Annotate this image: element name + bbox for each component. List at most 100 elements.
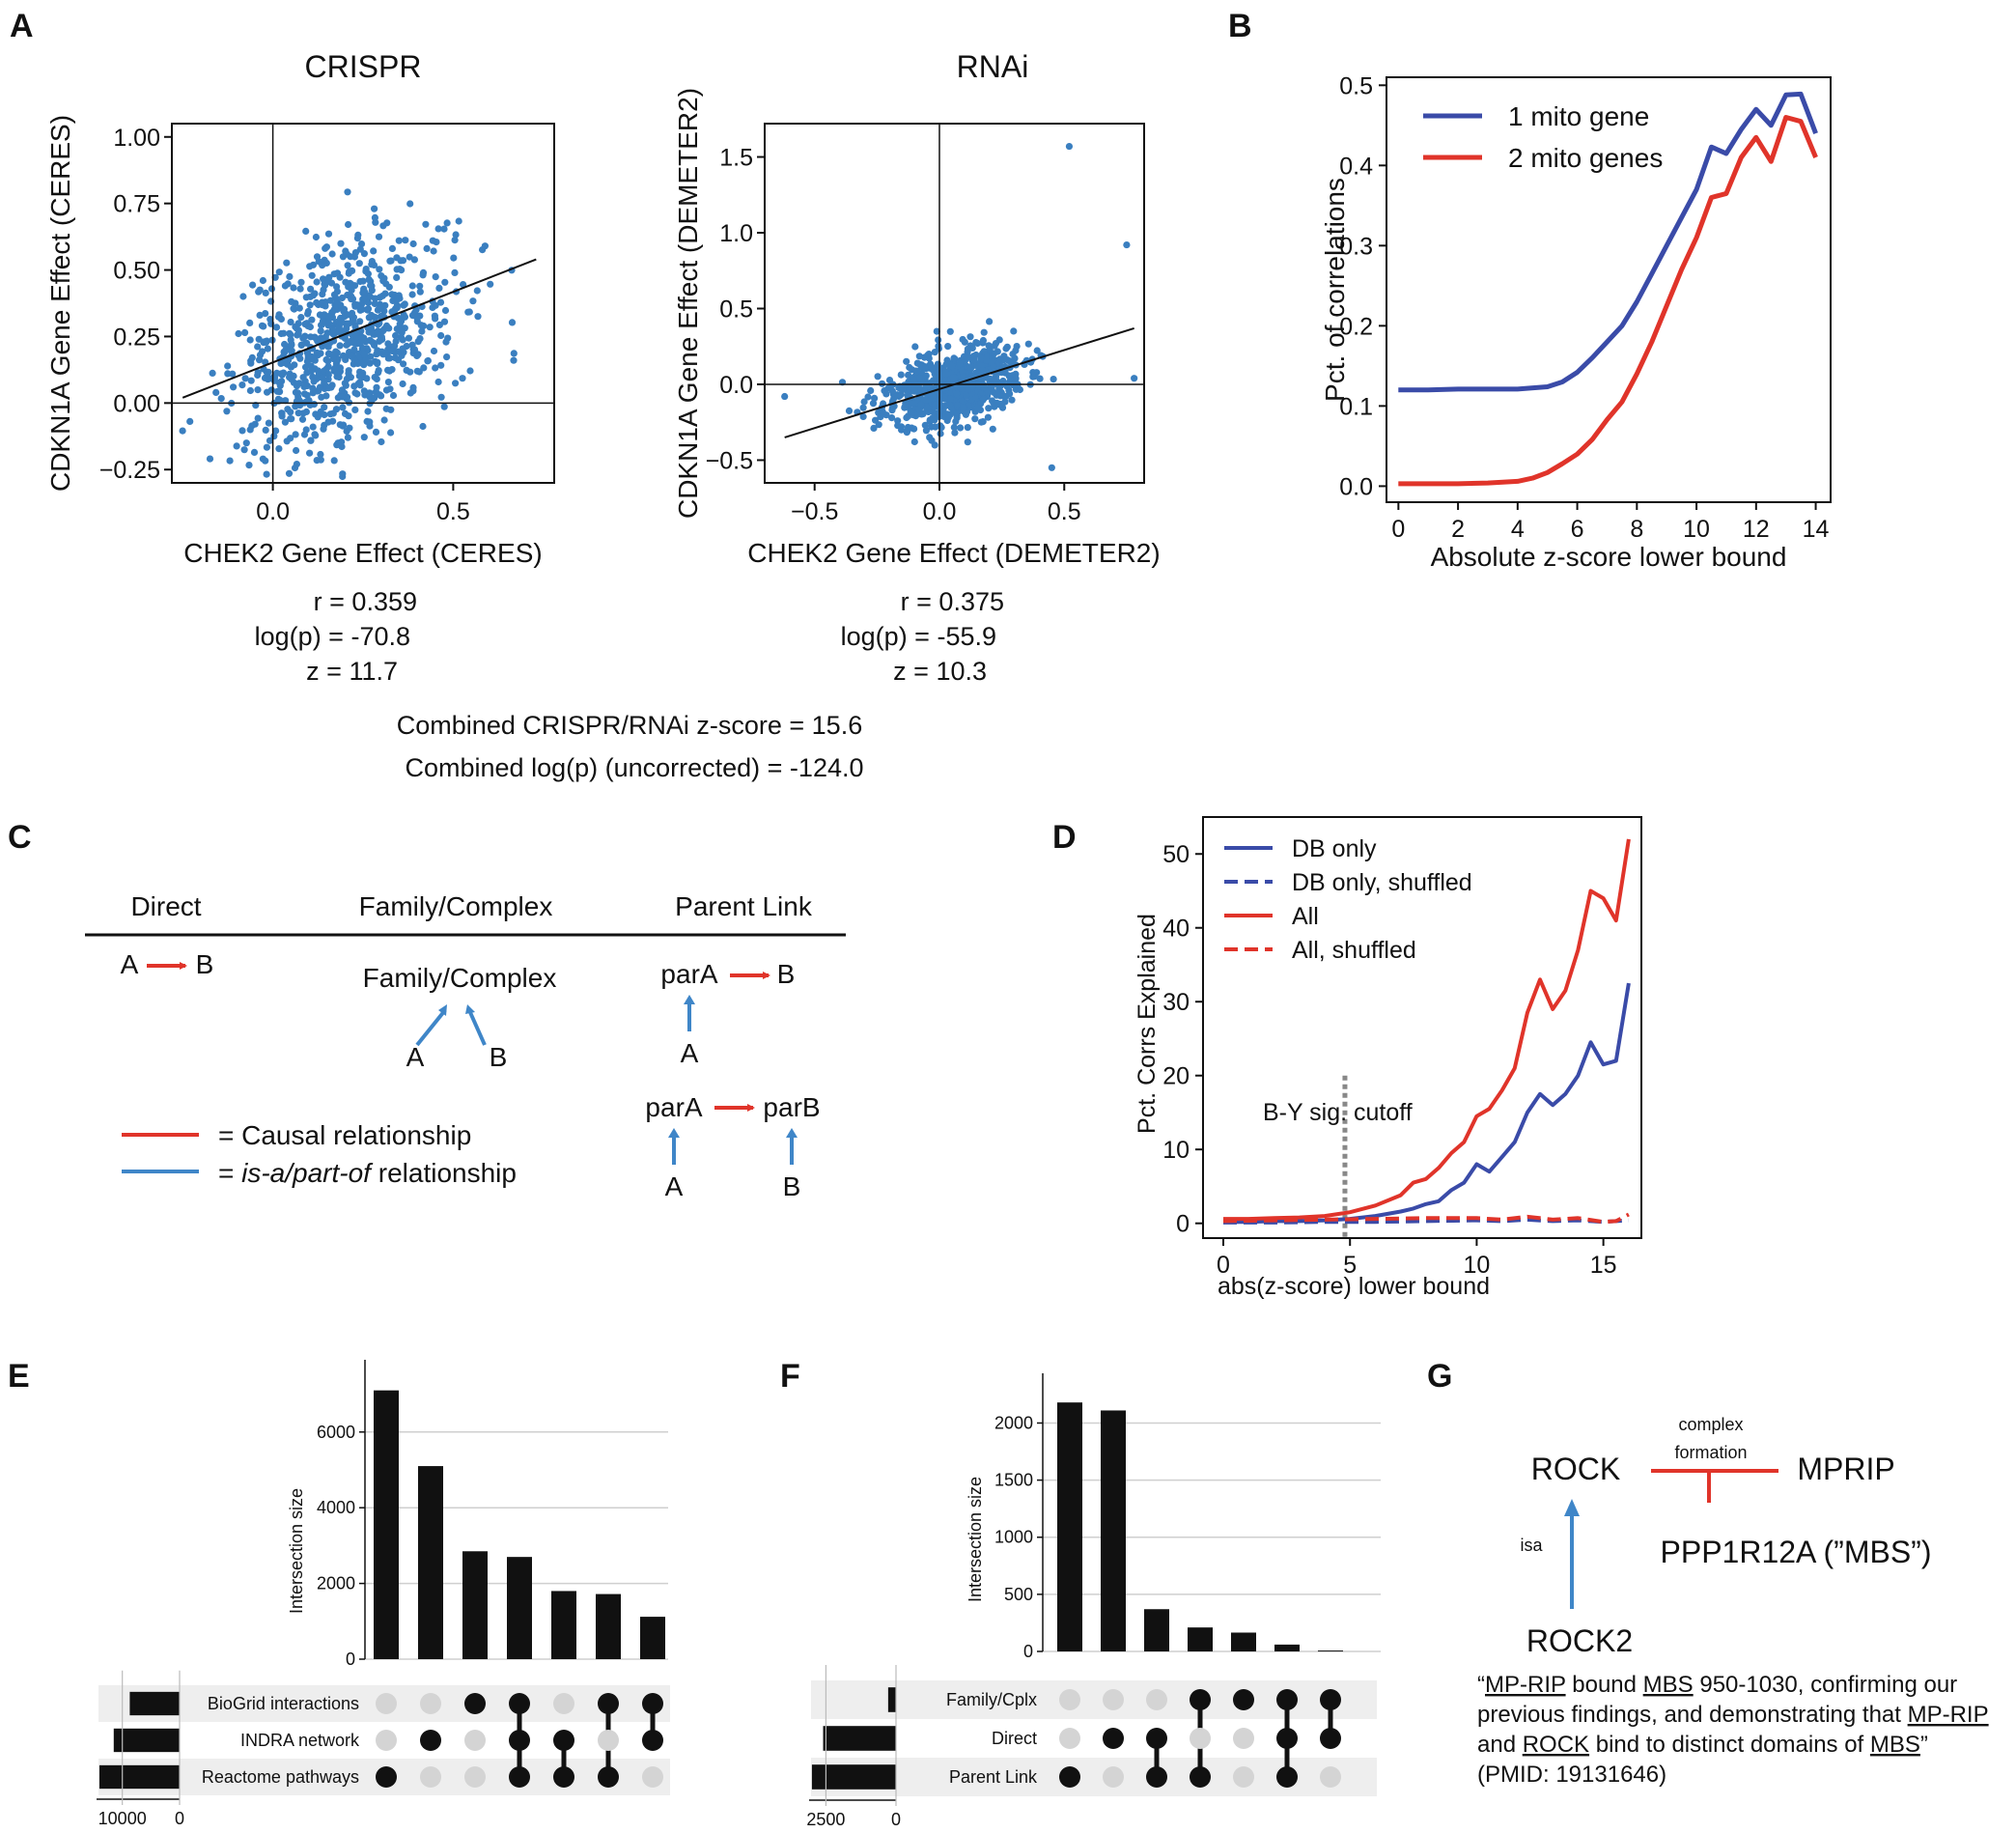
scatter-point <box>416 288 424 296</box>
scatter-point <box>983 356 991 364</box>
scatter-point <box>452 380 460 387</box>
scatter-point <box>905 378 912 385</box>
x-tick-label: 0 <box>1217 1252 1230 1279</box>
matrix-dot-filled <box>1059 1766 1080 1788</box>
scatter-point <box>291 361 298 369</box>
scatter-point <box>262 457 269 465</box>
scatter-point <box>423 244 431 252</box>
y-tick-label: 0.0 <box>1339 473 1373 500</box>
scatter-point <box>932 401 939 409</box>
scatter-point <box>267 285 276 293</box>
y-tick-label: 2000 <box>994 1413 1033 1432</box>
matrix-dot-empty <box>1103 1766 1124 1788</box>
scatter-point <box>338 294 346 302</box>
regression-line <box>182 258 537 399</box>
panel-label-d: D <box>1052 819 1077 856</box>
scatter-point <box>333 283 341 291</box>
scatter-point <box>290 284 297 292</box>
scatter-point <box>510 356 518 364</box>
scatter-point <box>894 422 902 430</box>
scatter-point <box>946 327 954 335</box>
scatter-point <box>332 406 341 413</box>
matrix-dot-filled <box>376 1766 397 1788</box>
scatter-point <box>256 311 264 319</box>
scatter-point <box>306 449 314 457</box>
scatter-point <box>262 426 269 434</box>
scatter-point <box>979 366 987 375</box>
scatter-point <box>288 340 295 348</box>
quote-text: (PMID: 19131646) <box>1477 1762 1666 1788</box>
scatter-point <box>309 261 318 268</box>
scatter-point <box>388 347 396 354</box>
scatter-point <box>321 280 328 288</box>
scatter-point <box>845 407 854 414</box>
scatter-point <box>287 331 294 339</box>
scatter-point <box>871 394 879 402</box>
set-label: Reactome pathways <box>202 1767 359 1787</box>
scatter-point <box>432 273 439 281</box>
scatter-point <box>335 373 343 381</box>
scatter-point <box>874 373 882 381</box>
matrix-dot-empty <box>598 1730 619 1751</box>
scatter-point <box>946 395 954 403</box>
scatter-point <box>905 371 912 379</box>
rnai-xlabel: CHEK2 Gene Effect (DEMETER2) <box>747 538 1160 568</box>
scatter-point <box>888 387 897 395</box>
crispr-stat-z: z = 11.7 <box>306 657 398 686</box>
scatter-point <box>395 237 403 244</box>
scatter-point <box>238 381 246 389</box>
quote-text: bound <box>1566 1672 1643 1698</box>
scatter-point <box>986 318 994 325</box>
scatter-point <box>913 368 921 376</box>
matrix-dot-filled <box>1190 1766 1211 1788</box>
scatter-point <box>302 363 310 371</box>
scatter-point <box>949 374 957 381</box>
scatter-point <box>371 299 378 308</box>
matrix-dot-empty <box>1320 1766 1341 1788</box>
scatter-point <box>370 247 378 255</box>
matrix-dot-filled <box>642 1730 663 1751</box>
scatter-point <box>960 404 967 411</box>
scatter-point <box>294 389 302 397</box>
scatter-point <box>281 340 289 349</box>
y-tick-label: 1000 <box>994 1528 1033 1547</box>
crispr-title: CRISPR <box>305 49 422 84</box>
scatter-point <box>508 319 517 326</box>
y-tick-label: 0 <box>1176 1211 1190 1238</box>
scatter-point <box>356 381 364 389</box>
matrix-dot-empty <box>1233 1766 1254 1788</box>
set-label: INDRA network <box>240 1731 360 1750</box>
scatter-point <box>362 355 370 364</box>
x-tick-label: 4 <box>1511 516 1525 543</box>
scatter-point <box>263 443 270 451</box>
scatter-point <box>372 218 379 226</box>
matrix-dot-filled <box>1146 1766 1167 1788</box>
scatter-point <box>254 414 262 422</box>
scatter-point <box>984 413 992 421</box>
scatter-point <box>430 247 437 255</box>
series-line <box>1223 838 1631 1222</box>
scatter-point <box>965 402 973 409</box>
scatter-point <box>375 233 383 240</box>
intersection-bar <box>1188 1627 1213 1651</box>
scatter-point <box>859 404 867 411</box>
scatter-point <box>904 423 912 432</box>
x-tick-label: 5 <box>1343 1252 1357 1279</box>
scatter-point <box>291 464 299 472</box>
x-tick-label: −0.5 <box>791 498 838 525</box>
scatter-point <box>339 470 347 478</box>
scatter-point <box>388 244 396 252</box>
scatter-point <box>430 347 438 355</box>
matrix-dot-empty <box>1059 1689 1080 1710</box>
scatter-point <box>442 338 450 346</box>
scatter-point <box>308 316 316 324</box>
scatter-point <box>324 230 333 238</box>
scatter-point <box>350 339 357 347</box>
scatter-point <box>259 276 266 285</box>
set-size-tick-label: 0 <box>175 1809 184 1828</box>
scatter-point <box>921 421 929 429</box>
rnai-axes: −0.5 0.0 0.5 −0.5 0.0 0.5 1.0 1.5 <box>706 124 1144 525</box>
scatter-point <box>381 290 389 297</box>
scatter-point <box>429 237 436 244</box>
quote-underlined-term: MBS <box>1870 1732 1920 1758</box>
